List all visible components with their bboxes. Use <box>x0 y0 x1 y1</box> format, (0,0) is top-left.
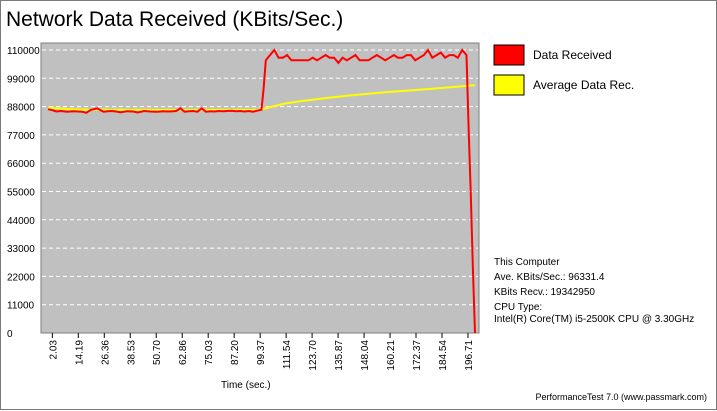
y-tick-label: 11000 <box>7 301 35 312</box>
x-tick-label: 38.53 <box>126 340 137 365</box>
x-tick-label: 172.37 <box>412 340 423 371</box>
y-tick-label: 0 <box>7 329 13 340</box>
legend-label-data-received: Data Received <box>533 48 612 62</box>
x-tick-label: 148.04 <box>360 340 371 371</box>
footer-credit: PerformanceTest 7.0 (www.passmark.com) <box>535 392 707 402</box>
legend-swatch-average-data-rec <box>493 74 525 96</box>
x-tick-label: 62.86 <box>178 340 189 365</box>
y-tick-label: 88000 <box>7 103 35 114</box>
info-average-kbits: Ave. KBits/Sec.: 96331.4 <box>494 272 605 283</box>
plot-area <box>40 42 480 334</box>
x-tick-label: 123.70 <box>308 340 319 371</box>
x-tick-label: 75.03 <box>204 340 215 365</box>
x-tick-label: 184.54 <box>438 340 449 371</box>
horizontal-gridlines <box>42 49 478 306</box>
x-tick-label: 135.87 <box>334 340 345 371</box>
y-tick-label: 99000 <box>7 74 35 85</box>
x-tick-label: 160.21 <box>386 340 397 371</box>
legend-label-average-data-rec: Average Data Rec. <box>533 78 634 92</box>
x-axis-label: Time (sec.) <box>221 380 271 391</box>
y-tick-label: 22000 <box>7 272 35 283</box>
chart-title: Network Data Received (KBits/Sec.) <box>6 8 343 31</box>
x-tick-label: 14.19 <box>74 340 85 365</box>
x-tick-label: 87.20 <box>230 340 241 365</box>
x-tick-label: 99.37 <box>256 340 267 365</box>
x-tick-label: 2.03 <box>48 340 59 360</box>
x-tick-label: 50.70 <box>152 340 163 365</box>
x-tick-label: 196.71 <box>464 340 475 371</box>
y-tick-label: 44000 <box>7 216 35 227</box>
series-line-average-data-rec <box>47 84 476 111</box>
info-kbits-received: KBits Recv.: 19342950 <box>494 287 595 298</box>
y-axis-tick-labels: 0 11000 22000 33000 44000 55000 66000 77000 8800… <box>7 46 40 340</box>
info-cpu-type-label: CPU Type: <box>494 302 542 313</box>
y-tick-label: 33000 <box>7 244 35 255</box>
x-tick-label: 111.54 <box>282 340 293 370</box>
x-axis-tick-labels: 2.03 14.19 26.36 38.53 50.70 62.86 75.03 87.20 9… <box>48 340 475 371</box>
x-tick-label: 26.36 <box>100 340 111 365</box>
y-tick-label: 55000 <box>7 188 35 199</box>
legend-swatch-data-received <box>493 44 525 66</box>
series-line-data-received <box>47 48 476 334</box>
y-tick-label: 77000 <box>7 131 35 142</box>
y-tick-label: 110000 <box>7 46 40 57</box>
x-axis-tick-marks <box>51 333 469 338</box>
info-cpu-name: Intel(R) Core(TM) i5-2500K CPU @ 3.30GHz <box>494 314 694 325</box>
y-tick-label: 66000 <box>7 159 35 170</box>
info-computer: This Computer <box>494 257 560 268</box>
